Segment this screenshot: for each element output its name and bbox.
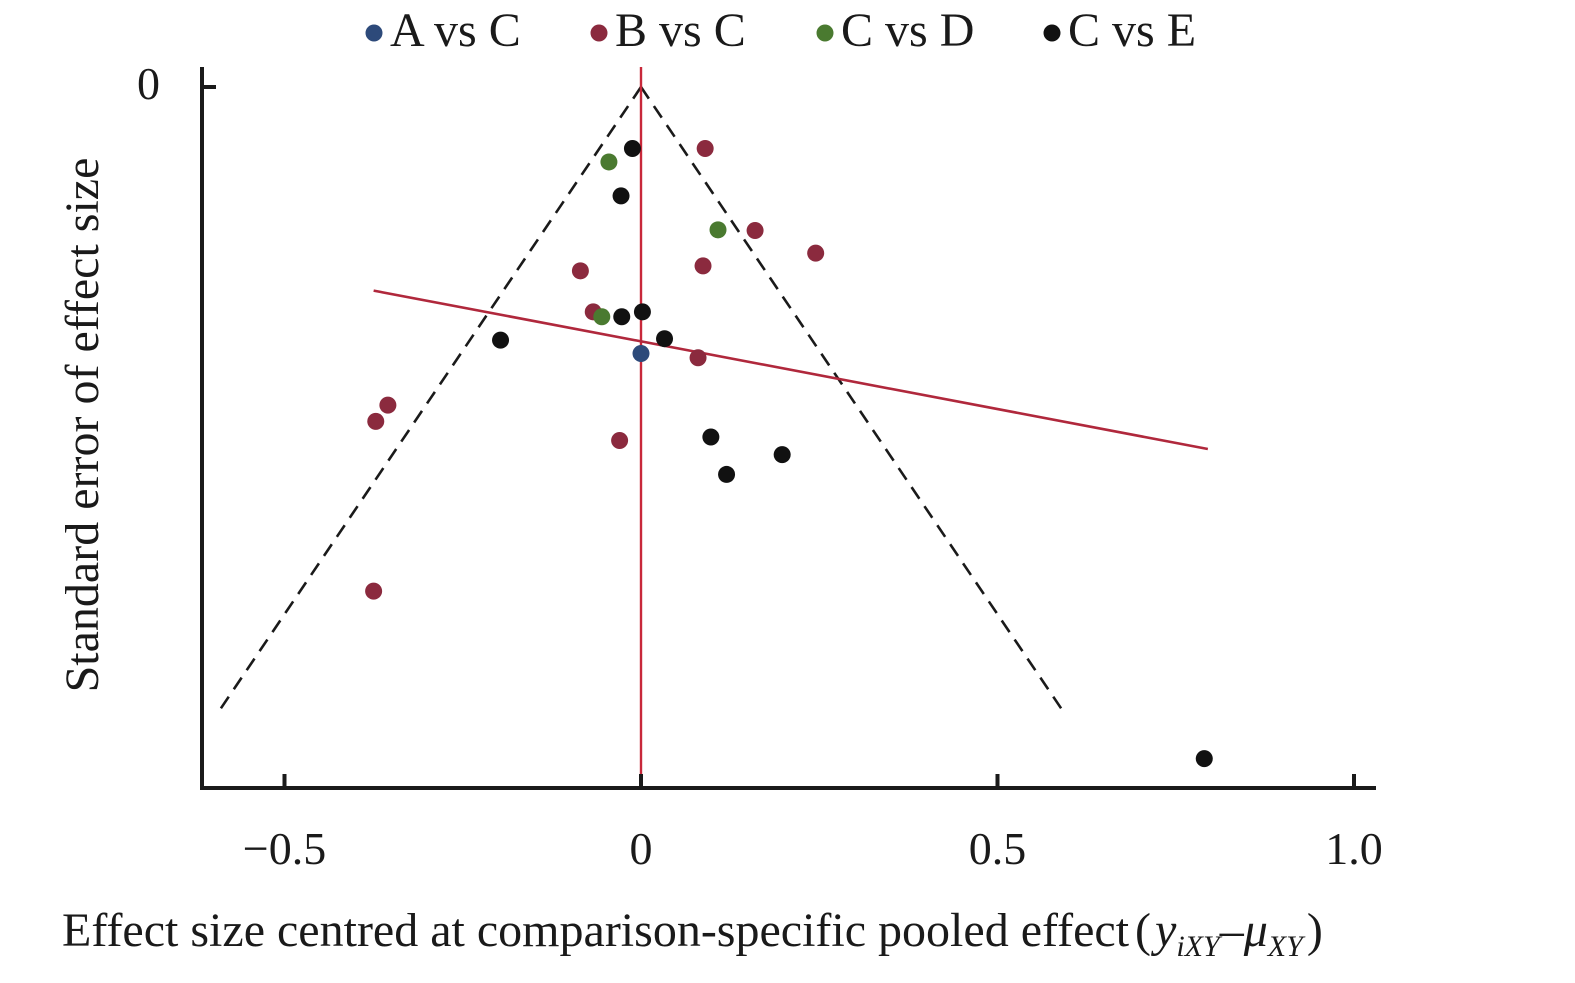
legend-label-c-vs-e: C vs E: [1068, 4, 1196, 57]
x-axis-title-y-symbol: y: [1150, 904, 1177, 957]
data-point-b-vs-c: [695, 257, 712, 274]
x-axis-title-close-paren: ): [1307, 904, 1323, 957]
data-point-a-vs-c: [633, 345, 650, 362]
data-point-b-vs-c: [365, 583, 382, 600]
x-axis-title-prefix: Effect size centred at comparison-specif…: [62, 904, 1130, 957]
data-point-c-vs-d: [593, 308, 610, 325]
plot-lines: [220, 67, 1208, 788]
legend-label-b-vs-c: B vs C: [615, 4, 746, 57]
chart-canvas: A vs C B vs C C vs D C vs E −0.5 0 0.5 1.0 0 St…: [0, 0, 1575, 978]
data-point-c-vs-e: [634, 303, 651, 320]
data-point-b-vs-c: [367, 413, 384, 430]
legend-marker-a-vs-c: [366, 25, 383, 42]
funnel-plot: A vs C B vs C C vs D C vs E −0.5 0 0.5 1.0 0 St…: [0, 0, 1575, 978]
x-tick-label: −0.5: [243, 823, 326, 874]
regression-line: [374, 291, 1208, 449]
legend-marker-c-vs-e: [1044, 25, 1061, 42]
data-point-c-vs-e: [718, 466, 735, 483]
data-point-c-vs-e: [656, 330, 673, 347]
funnel-right-line: [641, 87, 1062, 709]
x-axis-title-mu-subscript: XY: [1267, 930, 1306, 963]
data-point-c-vs-d: [600, 153, 617, 170]
data-point-b-vs-c: [572, 262, 589, 279]
data-points: [365, 140, 1213, 767]
legend-label-c-vs-d: C vs D: [841, 4, 974, 57]
data-point-b-vs-c: [747, 222, 764, 239]
data-point-b-vs-c: [697, 140, 714, 157]
legend: A vs C B vs C C vs D C vs E: [366, 4, 1197, 57]
x-axis-title-open-paren: (: [1135, 904, 1151, 957]
x-axis-title-mu-symbol: μ: [1243, 904, 1268, 957]
data-point-c-vs-d: [710, 221, 727, 238]
axes: −0.5 0 0.5 1.0 0: [137, 58, 1383, 874]
data-point-c-vs-e: [492, 332, 509, 349]
x-axis-title: Effect size centred at comparison-specif…: [62, 904, 1323, 963]
data-point-b-vs-c: [690, 349, 707, 366]
x-axis-title-minus: –: [1219, 904, 1245, 957]
x-tick-label: 0: [630, 823, 653, 874]
data-point-c-vs-e: [613, 308, 630, 325]
data-point-b-vs-c: [807, 245, 824, 262]
legend-marker-b-vs-c: [591, 25, 608, 42]
data-point-c-vs-e: [613, 187, 630, 204]
funnel-left-line: [220, 87, 641, 709]
x-axis-title-y-subscript: iXY: [1176, 930, 1223, 963]
data-point-c-vs-e: [702, 428, 719, 445]
x-tick-label: 0.5: [969, 823, 1027, 874]
legend-marker-c-vs-d: [817, 25, 834, 42]
x-tick-label: 1.0: [1325, 823, 1383, 874]
data-point-b-vs-c: [611, 432, 628, 449]
y-axis-title: Standard error of effect size: [56, 158, 109, 693]
data-point-c-vs-e: [774, 446, 791, 463]
data-point-c-vs-e: [1196, 750, 1213, 767]
y-tick-label: 0: [137, 58, 160, 109]
data-point-b-vs-c: [379, 397, 396, 414]
legend-label-a-vs-c: A vs C: [390, 4, 521, 57]
data-point-c-vs-e: [624, 140, 641, 157]
